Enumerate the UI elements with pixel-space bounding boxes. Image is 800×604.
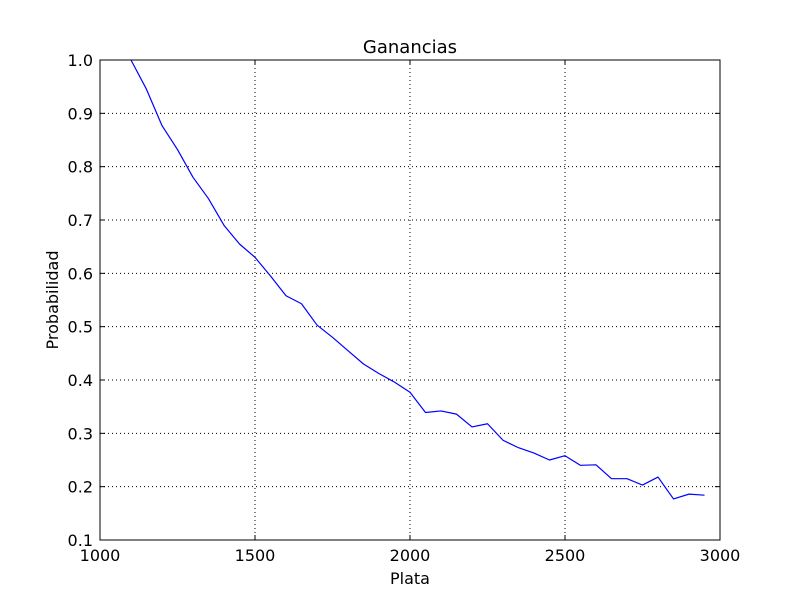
x-axis-label: Plata — [390, 569, 430, 588]
y-tick-label: 0.2 — [68, 478, 93, 497]
y-tick-label: 1.0 — [68, 51, 93, 70]
y-tick-label: 0.4 — [68, 371, 93, 390]
series-line-0 — [130, 59, 705, 500]
y-tick-label: 0.5 — [68, 318, 93, 337]
series-layer — [130, 59, 705, 500]
x-tick-label: 2500 — [545, 546, 586, 565]
y-tick-label: 0.9 — [68, 104, 93, 123]
y-axis-label: Probabilidad — [43, 251, 62, 350]
y-tick-label: 0.8 — [68, 158, 93, 177]
x-tick-label: 2000 — [390, 546, 431, 565]
chart-title: Ganancias — [363, 37, 457, 58]
x-tick-label: 1000 — [80, 546, 121, 565]
x-tick-label: 1500 — [235, 546, 276, 565]
y-tick-label: 0.6 — [68, 264, 93, 283]
y-tick-label: 0.3 — [68, 424, 93, 443]
x-tick-label: 3000 — [700, 546, 741, 565]
y-tick-label: 0.7 — [68, 211, 93, 230]
grid-lines — [100, 60, 720, 540]
axis-ticks: 1000 1500 2000 2500 3000 0.1 0.2 0.3 0.4 0.5 0.6 0.… — [68, 51, 741, 565]
y-tick-label: 0.1 — [68, 531, 93, 550]
